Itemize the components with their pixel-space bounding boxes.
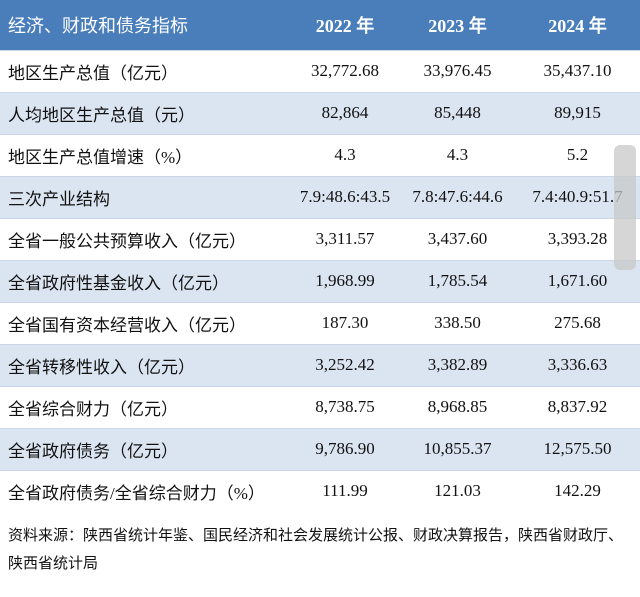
table-row: 人均地区生产总值（元） 82,864 85,448 89,915 xyxy=(0,92,640,134)
indicator-value: 85,448 xyxy=(434,103,481,122)
indicator-value: 111.99 xyxy=(322,481,368,501)
indicator-value: 7.4:40.9:51.7 xyxy=(532,187,623,206)
scrollbar xyxy=(614,145,636,270)
indicator-value: 3,393.28 xyxy=(547,229,608,248)
indicator-value: 12,575.50 xyxy=(543,439,612,458)
indicator-name: 全省政府性基金收入（亿元） xyxy=(8,273,229,293)
indicator-value: 3,252.42 xyxy=(315,355,375,374)
indicator-value: 4.3 xyxy=(446,145,469,164)
indicator-name: 人均地区生产总值（元） xyxy=(8,105,195,125)
indicator-value: 4.3 xyxy=(334,145,356,164)
indicator-table: 经济、财政和债务指标 2022 年 2023 年 2024 年 地区生产总值（亿元） 3… xyxy=(0,0,640,512)
table-row: 全省政府性基金收入（亿元） 1,968.99 1,785.54 1,671.60 xyxy=(0,260,640,302)
indicator-name: 全省转移性收入（亿元） xyxy=(8,357,195,377)
table-row: 全省国有资本经营收入（亿元） 187.30 338.50 275.68 xyxy=(0,302,640,344)
header-row: 经济、财政和债务指标 2022 年 2023 年 2024 年 xyxy=(0,0,640,50)
table-row: 地区生产总值（亿元） 32,772.68 33,976.45 35,437.10 xyxy=(0,50,640,92)
indicator-value: 82,864 xyxy=(321,103,369,122)
indicator-value: 32,772.68 xyxy=(311,61,379,80)
indicator-name: 地区生产总值（亿元） xyxy=(8,63,178,83)
indicator-value: 35,437.10 xyxy=(543,61,612,80)
indicator-value: 1,785.54 xyxy=(427,271,488,290)
indicator-value: 10,855.37 xyxy=(423,439,492,458)
header-label: 经济、财政和债务指标 xyxy=(8,15,188,36)
indicator-value: 33,976.45 xyxy=(423,61,492,80)
year-header: 2022 年 xyxy=(315,15,375,36)
indicator-name: 地区生产总值增速（%） xyxy=(8,147,193,167)
table-body: 地区生产总值（亿元） 32,772.68 33,976.45 35,437.10 人均地… xyxy=(0,50,640,512)
indicator-name: 全省政府债务（亿元） xyxy=(8,441,178,461)
indicator-value: 5.2 xyxy=(566,145,589,164)
table-row: 全省政府债务/全省综合财力（%） 111.99 121.03 142.29 xyxy=(0,470,640,512)
indicator-value: 142.29 xyxy=(554,481,601,501)
indicator-name: 三次产业结构 xyxy=(8,189,110,209)
indicator-value: 1,671.60 xyxy=(547,271,608,290)
indicator-name: 全省一般公共预算收入（亿元） xyxy=(8,231,246,251)
indicator-value: 7.8:47.6:44.6 xyxy=(412,187,503,206)
indicator-value: 1,968.99 xyxy=(315,271,375,290)
table-row: 全省政府债务（亿元） 9,786.90 10,855.37 12,575.50 xyxy=(0,428,640,470)
indicator-value: 338.50 xyxy=(434,313,481,332)
table-row: 三次产业结构 7.9:48.6:43.5 7.8:47.6:44.6 7.4:40.9… xyxy=(0,176,640,218)
indicator-value: 8,968.85 xyxy=(427,397,488,416)
indicator-value: 3,311.57 xyxy=(315,229,375,248)
indicator-value: 275.68 xyxy=(554,313,601,332)
indicator-value: 187.30 xyxy=(321,313,369,332)
table-row: 地区生产总值增速（%） 4.3 4.3 5.2 xyxy=(0,134,640,176)
indicator-name: 全省政府债务/全省综合财力（%） xyxy=(8,483,265,503)
table-row: 全省综合财力（亿元） 8,738.75 8,968.85 8,837.92 xyxy=(0,386,640,428)
year-header: 2023 年 xyxy=(428,15,487,36)
table-row: 全省一般公共预算收入（亿元） 3,311.57 3,437.60 3,393.28 xyxy=(0,218,640,260)
indicator-value: 3,382.89 xyxy=(427,355,488,374)
indicator-value: 8,837.92 xyxy=(547,397,608,416)
indicator-value: 89,915 xyxy=(554,103,601,122)
indicator-value: 3,437.60 xyxy=(427,229,488,248)
indicator-value: 8,738.75 xyxy=(315,397,375,416)
source-note: 资料来源：陕西省统计年鉴、国民经济和社会发展统计公报、财政决算报告，陕西省财政厅… xyxy=(8,528,624,572)
indicator-value: 3,336.63 xyxy=(547,355,608,374)
indicator-value: 9,786.90 xyxy=(315,439,375,458)
year-header: 2024 年 xyxy=(548,15,607,36)
table-row: 全省转移性收入（亿元） 3,252.42 3,382.89 3,336.63 xyxy=(0,344,640,386)
indicator-value: 7.9:48.6:43.5 xyxy=(299,187,391,206)
indicator-name: 全省综合财力（亿元） xyxy=(8,399,178,419)
indicator-value: 121.03 xyxy=(434,481,481,501)
indicator-name: 全省国有资本经营收入（亿元） xyxy=(8,315,246,335)
